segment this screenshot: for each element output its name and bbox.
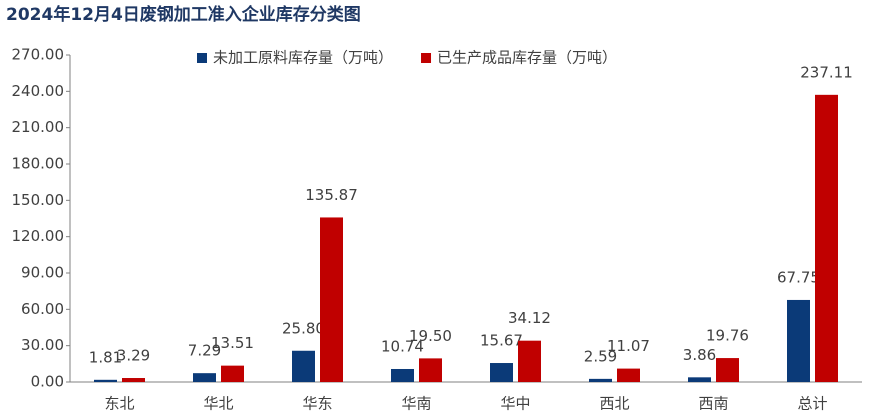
bar bbox=[518, 340, 541, 382]
bar bbox=[221, 365, 244, 382]
y-tick-label: 120.00 bbox=[12, 227, 65, 245]
value-label: 1.81 bbox=[89, 348, 122, 366]
x-tick-label: 华东 bbox=[302, 395, 332, 413]
legend-label: 未加工原料库存量（万吨） bbox=[213, 49, 393, 67]
y-tick-label: 210.00 bbox=[12, 118, 65, 136]
legend-swatch bbox=[421, 53, 432, 63]
value-label: 19.76 bbox=[706, 327, 749, 345]
y-tick-label: 90.00 bbox=[21, 264, 64, 282]
x-tick-label: 东北 bbox=[104, 395, 134, 413]
bar bbox=[787, 299, 810, 382]
bar bbox=[688, 377, 711, 382]
value-label: 19.50 bbox=[409, 327, 452, 345]
value-label: 2.59 bbox=[584, 347, 617, 365]
value-label: 34.12 bbox=[508, 309, 551, 327]
y-tick-label: 30.00 bbox=[21, 336, 64, 354]
bar bbox=[122, 378, 145, 382]
x-tick-label: 西南 bbox=[698, 395, 728, 413]
bar bbox=[94, 379, 117, 382]
bar bbox=[589, 378, 612, 382]
y-tick-label: 180.00 bbox=[12, 155, 65, 173]
legend-label: 已生产成品库存量（万吨） bbox=[437, 49, 617, 67]
legend-swatch bbox=[197, 53, 207, 63]
value-label: 25.80 bbox=[282, 319, 325, 337]
x-tick-label: 西北 bbox=[599, 395, 629, 413]
bar bbox=[320, 217, 343, 382]
value-label: 7.29 bbox=[188, 342, 221, 360]
value-label: 135.87 bbox=[305, 186, 358, 204]
value-label: 13.51 bbox=[211, 334, 254, 352]
x-tick-label: 华南 bbox=[401, 395, 431, 413]
x-tick-label: 华中 bbox=[500, 395, 530, 413]
value-label: 15.67 bbox=[480, 332, 523, 350]
bar bbox=[617, 368, 640, 382]
x-tick-label: 总计 bbox=[797, 395, 827, 413]
y-tick-label: 0.00 bbox=[31, 373, 64, 391]
value-label: 3.86 bbox=[683, 346, 716, 364]
bar bbox=[815, 94, 838, 383]
value-label: 237.11 bbox=[800, 63, 853, 81]
value-label: 10.74 bbox=[381, 337, 424, 355]
y-tick-label: 270.00 bbox=[12, 46, 65, 64]
y-tick-label: 150.00 bbox=[12, 191, 65, 209]
bar bbox=[292, 350, 315, 382]
y-tick-label: 240.00 bbox=[12, 82, 65, 100]
bar bbox=[193, 373, 216, 382]
x-tick-label: 华北 bbox=[203, 395, 233, 413]
bar bbox=[490, 363, 513, 382]
chart-title: 2024年12月4日废钢加工准入企业库存分类图 bbox=[6, 4, 361, 25]
value-label: 67.75 bbox=[777, 268, 820, 286]
y-tick-label: 60.00 bbox=[21, 300, 64, 318]
bar bbox=[716, 358, 739, 382]
bar bbox=[419, 358, 442, 382]
value-label: 3.29 bbox=[117, 347, 150, 365]
value-label: 11.07 bbox=[607, 337, 650, 355]
bar bbox=[391, 368, 414, 382]
